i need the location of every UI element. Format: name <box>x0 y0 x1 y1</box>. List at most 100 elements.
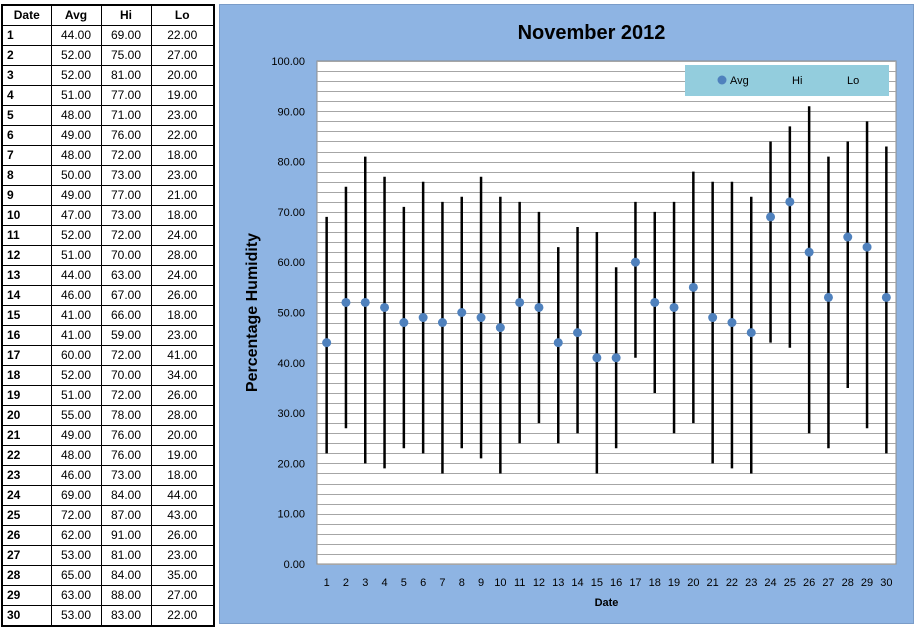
avg-series <box>322 197 891 363</box>
x-tick-label: 25 <box>784 577 796 589</box>
table-cell-lo: 24.00 <box>150 265 215 286</box>
x-tick-label: 16 <box>610 577 622 589</box>
table-cell-lo: 23.00 <box>150 165 215 186</box>
table-row: 13 44.00 63.00 24.00 <box>1 265 215 286</box>
x-tick-label: 12 <box>533 577 545 589</box>
chart-panel: 0.00 10.00 20.00 30.00 40.00 50.00 60.00 70.00 8… <box>219 4 914 624</box>
avg-point <box>553 338 563 348</box>
x-tick-label: 5 <box>401 577 407 589</box>
table-cell-date: 16 <box>1 325 52 346</box>
avg-point <box>630 257 640 267</box>
table-row: 4 51.00 77.00 19.00 <box>1 85 215 106</box>
table-cell-avg: 50.00 <box>50 165 102 186</box>
x-tick-label: 15 <box>591 577 603 589</box>
table-cell-avg: 48.00 <box>50 445 102 466</box>
table-cell-hi: 70.00 <box>100 245 152 266</box>
table-row: 7 48.00 72.00 18.00 <box>1 145 215 166</box>
avg-point <box>727 318 737 328</box>
column-header-lo: Lo <box>150 4 215 26</box>
x-tick-label: 9 <box>478 577 484 589</box>
humidity-chart: 0.00 10.00 20.00 30.00 40.00 50.00 60.00 70.00 8… <box>244 22 897 609</box>
table-cell-hi: 72.00 <box>100 225 152 246</box>
column-header-hi: Hi <box>100 4 152 26</box>
table-row: 19 51.00 72.00 26.00 <box>1 385 215 406</box>
table-cell-hi: 67.00 <box>100 285 152 306</box>
table-cell-avg: 51.00 <box>50 85 102 106</box>
table-cell-avg: 48.00 <box>50 105 102 126</box>
avg-point <box>688 282 698 292</box>
table-cell-avg: 63.00 <box>50 585 102 606</box>
avg-point <box>862 242 872 252</box>
table-cell-avg: 52.00 <box>50 225 102 246</box>
table-row: 22 48.00 76.00 19.00 <box>1 445 215 466</box>
table-cell-avg: 69.00 <box>50 485 102 506</box>
legend-label-lo: Lo <box>847 75 859 87</box>
table-cell-lo: 18.00 <box>150 305 215 326</box>
table-cell-date: 8 <box>1 165 52 186</box>
x-tick-label: 20 <box>687 577 699 589</box>
table-cell-avg: 48.00 <box>50 145 102 166</box>
x-tick-label: 10 <box>494 577 506 589</box>
avg-point <box>823 292 833 302</box>
table-cell-lo: 18.00 <box>150 465 215 486</box>
table-cell-date: 20 <box>1 405 52 426</box>
x-tick-label: 21 <box>707 577 719 589</box>
table-cell-hi: 84.00 <box>100 485 152 506</box>
y-tick-label: 80.00 <box>277 157 305 169</box>
table-row: 12 51.00 70.00 28.00 <box>1 245 215 266</box>
table-cell-lo: 23.00 <box>150 545 215 566</box>
table-cell-avg: 55.00 <box>50 405 102 426</box>
x-tick-label: 11 <box>514 577 525 589</box>
y-tick-label: 40.00 <box>277 358 305 370</box>
avg-point <box>592 353 602 363</box>
y-tick-label: 100.00 <box>271 56 305 68</box>
y-tick-label: 20.00 <box>277 458 305 470</box>
table-row: 10 47.00 73.00 18.00 <box>1 205 215 226</box>
table-cell-lo: 28.00 <box>150 245 215 266</box>
table-cell-hi: 73.00 <box>100 205 152 226</box>
x-tick-label: 2 <box>343 577 349 589</box>
table-cell-date: 12 <box>1 245 52 266</box>
table-cell-avg: 46.00 <box>50 465 102 486</box>
table-cell-hi: 73.00 <box>100 465 152 486</box>
table-cell-date: 29 <box>1 585 52 606</box>
table-cell-lo: 21.00 <box>150 185 215 206</box>
y-tick-label: 90.00 <box>277 106 305 118</box>
y-tick-label: 60.00 <box>277 257 305 269</box>
table-row: 9 49.00 77.00 21.00 <box>1 185 215 206</box>
table-cell-hi: 72.00 <box>100 385 152 406</box>
table-row: 27 53.00 81.00 23.00 <box>1 545 215 566</box>
table-row: 16 41.00 59.00 23.00 <box>1 325 215 346</box>
table-cell-hi: 77.00 <box>100 85 152 106</box>
table-row: 18 52.00 70.00 34.00 <box>1 365 215 386</box>
table-cell-avg: 51.00 <box>50 245 102 266</box>
table-row: 8 50.00 73.00 23.00 <box>1 165 215 186</box>
table-cell-date: 28 <box>1 565 52 586</box>
table-cell-lo: 22.00 <box>150 25 215 46</box>
avg-point <box>380 302 390 312</box>
table-cell-date: 1 <box>1 25 52 46</box>
table-cell-date: 23 <box>1 465 52 486</box>
table-cell-avg: 49.00 <box>50 125 102 146</box>
table-cell-avg: 44.00 <box>50 265 102 286</box>
table-cell-hi: 63.00 <box>100 265 152 286</box>
table-cell-hi: 88.00 <box>100 585 152 606</box>
table-row: 14 46.00 67.00 26.00 <box>1 285 215 306</box>
table-cell-avg: 46.00 <box>50 285 102 306</box>
avg-point <box>399 318 409 328</box>
table-row: 15 41.00 66.00 18.00 <box>1 305 215 326</box>
table-cell-date: 10 <box>1 205 52 226</box>
avg-point <box>573 328 583 338</box>
table-cell-hi: 71.00 <box>100 105 152 126</box>
table-cell-avg: 62.00 <box>50 525 102 546</box>
table-cell-date: 27 <box>1 545 52 566</box>
table-cell-lo: 20.00 <box>150 425 215 446</box>
x-tick-label: 26 <box>803 577 815 589</box>
table-cell-date: 5 <box>1 105 52 126</box>
table-cell-lo: 43.00 <box>150 505 215 526</box>
column-header-avg: Avg <box>50 4 102 26</box>
table-cell-lo: 23.00 <box>150 325 215 346</box>
table-cell-avg: 51.00 <box>50 385 102 406</box>
table-cell-hi: 76.00 <box>100 125 152 146</box>
table-cell-hi: 69.00 <box>100 25 152 46</box>
